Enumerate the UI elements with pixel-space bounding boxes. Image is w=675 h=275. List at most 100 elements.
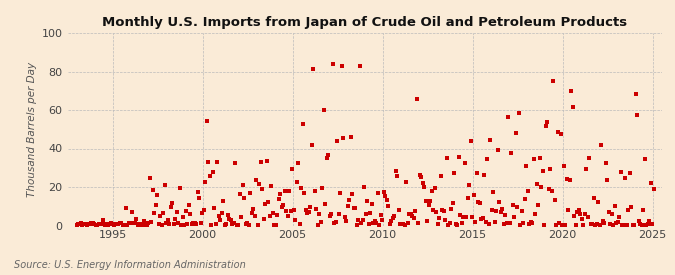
Point — [149, 210, 160, 215]
Point — [512, 205, 523, 209]
Point — [554, 221, 565, 225]
Point — [394, 208, 404, 213]
Point — [279, 189, 290, 193]
Point — [359, 185, 370, 189]
Point — [304, 210, 315, 214]
Point — [73, 222, 84, 226]
Point — [406, 212, 416, 216]
Point — [238, 182, 248, 187]
Point — [508, 203, 518, 208]
Point — [197, 210, 208, 215]
Point — [557, 223, 568, 228]
Point — [617, 223, 628, 227]
Point — [367, 202, 377, 206]
Point — [460, 160, 470, 165]
Point — [560, 223, 571, 227]
Point — [225, 218, 236, 223]
Point — [232, 223, 242, 227]
Point — [278, 203, 289, 208]
Title: Monthly U.S. Imports from Japan of Crude Oil and Petroleum Products: Monthly U.S. Imports from Japan of Crude… — [102, 16, 627, 29]
Point — [467, 215, 478, 219]
Point — [338, 136, 349, 141]
Point — [568, 105, 578, 109]
Point — [82, 223, 92, 227]
Point — [157, 222, 167, 227]
Point — [468, 192, 479, 197]
Point — [260, 202, 271, 206]
Point — [289, 208, 300, 212]
Point — [105, 221, 116, 225]
Point — [545, 167, 556, 171]
Point — [385, 222, 396, 226]
Point — [290, 218, 301, 222]
Point — [439, 208, 450, 213]
Point — [530, 212, 541, 216]
Point — [346, 135, 356, 139]
Point — [196, 221, 207, 226]
Point — [215, 218, 226, 222]
Point — [275, 192, 286, 196]
Point — [347, 192, 358, 196]
Point — [137, 221, 148, 226]
Point — [86, 221, 97, 226]
Point — [353, 218, 364, 222]
Point — [84, 221, 95, 226]
Point — [131, 216, 142, 221]
Point — [622, 223, 632, 227]
Point — [386, 219, 397, 223]
Point — [375, 213, 386, 217]
Point — [248, 207, 259, 211]
Point — [535, 156, 545, 160]
Point — [198, 208, 209, 213]
Point — [217, 211, 227, 216]
Point — [397, 221, 408, 226]
Point — [618, 223, 629, 228]
Point — [314, 212, 325, 216]
Point — [527, 220, 538, 225]
Point — [536, 185, 547, 189]
Point — [626, 204, 637, 209]
Point — [107, 222, 118, 226]
Point — [224, 217, 235, 222]
Point — [543, 186, 554, 191]
Point — [514, 111, 524, 115]
Point — [348, 206, 359, 210]
Point — [200, 180, 211, 185]
Point — [539, 223, 550, 227]
Point — [76, 221, 86, 226]
Point — [574, 207, 585, 212]
Point — [155, 214, 166, 218]
Point — [515, 223, 526, 227]
Point — [475, 200, 485, 205]
Point — [614, 215, 625, 219]
Point — [452, 222, 463, 227]
Text: Source: U.S. Energy Information Administration: Source: U.S. Energy Information Administ… — [14, 260, 245, 270]
Point — [518, 221, 529, 225]
Point — [97, 222, 107, 227]
Point — [516, 209, 527, 213]
Point — [88, 221, 99, 226]
Point — [521, 164, 532, 169]
Point — [333, 211, 344, 216]
Point — [319, 108, 329, 112]
Point — [645, 181, 656, 185]
Point — [284, 189, 295, 193]
Point — [425, 199, 436, 203]
Point — [623, 208, 634, 212]
Point — [414, 173, 425, 177]
Point — [479, 172, 490, 177]
Point — [246, 210, 257, 215]
Point — [522, 188, 533, 193]
Point — [178, 215, 188, 219]
Point — [427, 188, 437, 193]
Point — [392, 174, 403, 178]
Point — [356, 221, 367, 226]
Point — [148, 188, 159, 192]
Point — [202, 119, 213, 123]
Point — [583, 214, 593, 219]
Point — [163, 218, 173, 222]
Point — [317, 186, 328, 190]
Point — [497, 207, 508, 211]
Point — [510, 130, 521, 135]
Point — [418, 180, 429, 185]
